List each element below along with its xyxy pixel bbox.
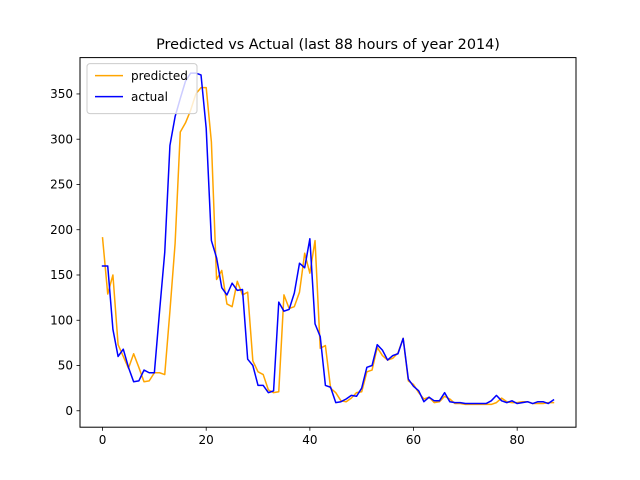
series-line-actual: [101, 72, 555, 405]
chart-title: Predicted vs Actual (last 88 hours of ye…: [156, 37, 500, 53]
y-tick-label: 350: [50, 87, 73, 101]
x-tick-label: 80: [510, 433, 525, 447]
x-tick-label: 40: [302, 433, 317, 447]
x-axis: 0 20 40 60 80: [99, 427, 525, 447]
x-tick-label: 0: [99, 433, 107, 447]
y-tick-label: 200: [50, 223, 73, 237]
y-tick-label: 100: [50, 313, 73, 327]
y-axis: 0 50 100 150 200 250 300 350: [50, 87, 80, 418]
y-tick-label: 0: [65, 404, 73, 418]
x-tick-label: 60: [406, 433, 421, 447]
x-tick-label: 20: [199, 433, 214, 447]
legend-label-actual: actual: [131, 90, 168, 104]
y-tick-label: 50: [58, 359, 73, 373]
y-tick-label: 150: [50, 268, 73, 282]
legend-label-predicted: predicted: [131, 69, 188, 83]
legend: predicted actual: [86, 63, 198, 115]
y-tick-label: 250: [50, 178, 73, 192]
plot-area: [101, 72, 555, 406]
axes-frame: [79, 57, 577, 428]
y-tick-label: 300: [50, 132, 73, 146]
series-line-predicted: [101, 86, 555, 406]
